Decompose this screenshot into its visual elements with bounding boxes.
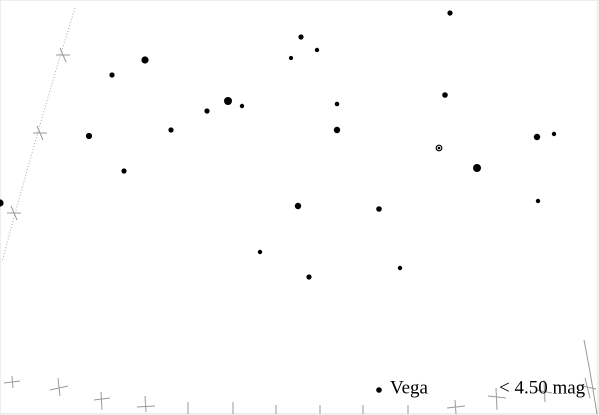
grid-crosses	[3, 47, 598, 415]
stars	[0, 10, 557, 280]
grid-curve	[1, 7, 76, 263]
double-star-core	[437, 146, 441, 150]
legend-star-label: Vega	[390, 377, 429, 398]
magnitude-limit: < 4.50 mag	[499, 377, 586, 398]
legend-star	[376, 387, 382, 393]
